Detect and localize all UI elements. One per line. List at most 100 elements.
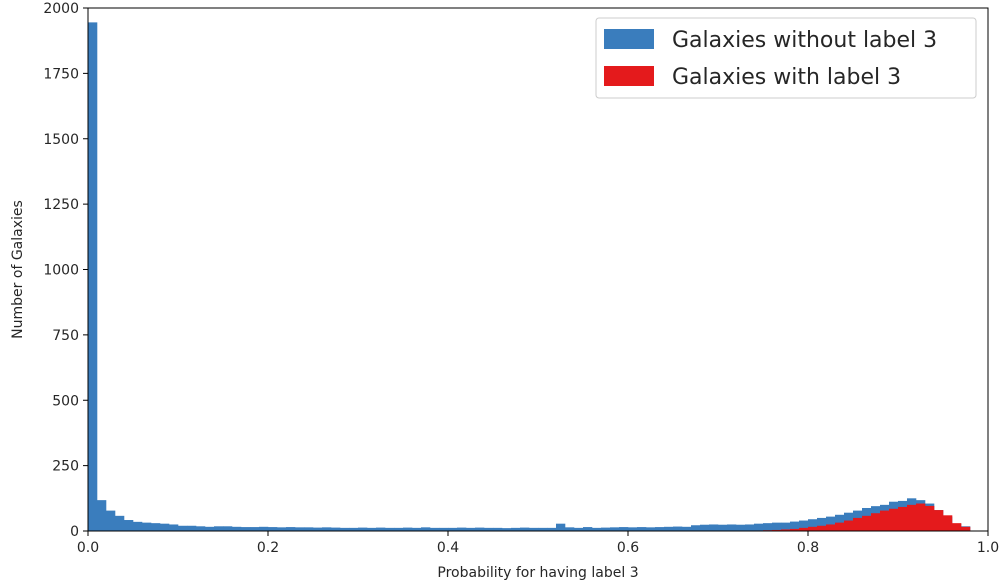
with-label-3-bar bbox=[961, 526, 971, 531]
without-label-3-bar bbox=[556, 523, 566, 531]
without-label-3-bar bbox=[754, 523, 764, 531]
without-label-3-bar bbox=[439, 527, 449, 531]
legend-swatch-without-label-3 bbox=[604, 29, 654, 49]
with-label-3-bar bbox=[772, 529, 782, 531]
x-axis-ticks: 0.0 0.2 0.4 0.6 0.8 1.0 bbox=[77, 531, 999, 556]
without-label-3-bar bbox=[115, 515, 125, 531]
without-label-3-bar bbox=[628, 527, 638, 531]
without-label-3-bar bbox=[790, 521, 800, 531]
without-label-3-bar bbox=[646, 527, 656, 531]
y-tick-label: 250 bbox=[52, 459, 79, 475]
without-label-3-bar bbox=[655, 527, 665, 531]
x-tick-label: 0.6 bbox=[617, 540, 639, 556]
without-label-3-bar bbox=[268, 527, 278, 531]
without-label-3-bar bbox=[664, 526, 674, 531]
x-tick-label: 0.0 bbox=[77, 540, 99, 556]
without-label-3-bar bbox=[394, 527, 404, 531]
without-label-3-bar bbox=[682, 526, 692, 531]
without-label-3-bar bbox=[421, 527, 431, 531]
x-tick-label: 0.8 bbox=[797, 540, 819, 556]
without-label-3-bar bbox=[691, 525, 701, 531]
without-label-3-bar bbox=[160, 523, 170, 531]
without-label-3-bar bbox=[169, 524, 179, 531]
with-label-3-bar bbox=[790, 528, 800, 531]
y-axis-ticks: 0 250 500 750 1000 1250 1500 1750 2000 bbox=[43, 1, 88, 540]
without-label-3-bar bbox=[430, 527, 440, 531]
without-label-3-bar bbox=[493, 527, 503, 531]
with-label-3-bar bbox=[817, 525, 827, 531]
without-label-3-bar bbox=[592, 527, 602, 531]
with-label-3-bar bbox=[934, 510, 944, 531]
with-label-3-bar bbox=[925, 505, 935, 531]
series-without-label-3-bars bbox=[88, 22, 971, 531]
without-label-3-bar bbox=[151, 523, 161, 531]
without-label-3-bar bbox=[367, 527, 377, 531]
y-tick-label: 750 bbox=[52, 328, 79, 344]
without-label-3-bar bbox=[565, 527, 575, 531]
with-label-3-bar bbox=[943, 515, 953, 531]
legend: Galaxies without label 3 Galaxies with l… bbox=[595, 17, 977, 99]
with-label-3-bar bbox=[907, 504, 917, 531]
without-label-3-bar bbox=[673, 526, 683, 531]
with-label-3-bar bbox=[880, 510, 890, 531]
with-label-3-bar bbox=[871, 513, 881, 531]
without-label-3-bar bbox=[376, 527, 386, 531]
without-label-3-bar bbox=[232, 526, 242, 531]
without-label-3-bar bbox=[619, 527, 629, 531]
x-axis-label: Probability for having label 3 bbox=[437, 565, 638, 581]
without-label-3-bar bbox=[727, 524, 737, 531]
without-label-3-bar bbox=[349, 527, 359, 531]
x-tick-label: 0.2 bbox=[257, 540, 279, 556]
without-label-3-bar bbox=[448, 527, 458, 531]
without-label-3-bar bbox=[214, 526, 224, 531]
legend-box bbox=[595, 17, 977, 99]
legend-swatch-with-label-3 bbox=[604, 66, 654, 86]
without-label-3-bar bbox=[142, 522, 152, 531]
x-tick-label: 1.0 bbox=[977, 540, 999, 556]
y-tick-label: 1500 bbox=[43, 132, 79, 148]
without-label-3-bar bbox=[277, 527, 287, 531]
without-label-3-bar bbox=[808, 519, 818, 531]
without-label-3-bar bbox=[826, 516, 836, 531]
with-label-3-bar bbox=[853, 517, 863, 531]
without-label-3-bar bbox=[700, 524, 710, 531]
without-label-3-bar bbox=[484, 527, 494, 531]
without-label-3-bar bbox=[250, 527, 260, 531]
without-label-3-bar bbox=[529, 527, 539, 531]
without-label-3-bar bbox=[610, 527, 620, 531]
without-label-3-bar bbox=[259, 526, 269, 531]
without-label-3-bar bbox=[385, 527, 395, 531]
y-tick-label: 0 bbox=[70, 524, 79, 540]
without-label-3-bar bbox=[745, 524, 755, 531]
without-label-3-bar bbox=[295, 527, 305, 531]
without-label-3-bar bbox=[412, 527, 422, 531]
without-label-3-bar bbox=[286, 527, 296, 531]
without-label-3-bar bbox=[322, 527, 332, 531]
without-label-3-bar bbox=[520, 527, 530, 531]
without-label-3-bar bbox=[574, 527, 584, 531]
without-label-3-bar bbox=[97, 500, 107, 531]
y-axis-label: Number of Galaxies bbox=[10, 200, 26, 339]
without-label-3-bar bbox=[196, 526, 206, 531]
without-label-3-bar bbox=[583, 527, 593, 531]
without-label-3-bar bbox=[106, 510, 116, 531]
without-label-3-bar bbox=[547, 527, 557, 531]
without-label-3-bar bbox=[772, 522, 782, 531]
with-label-3-bar bbox=[952, 523, 962, 531]
with-label-3-bar bbox=[898, 506, 908, 531]
with-label-3-bar bbox=[781, 529, 791, 531]
without-label-3-bar bbox=[205, 526, 215, 531]
without-label-3-bar bbox=[502, 528, 512, 531]
without-label-3-bar bbox=[88, 22, 98, 531]
without-label-3-bar bbox=[781, 522, 791, 531]
without-label-3-bar bbox=[457, 527, 467, 531]
without-label-3-bar bbox=[331, 527, 341, 531]
with-label-3-bar bbox=[808, 526, 818, 531]
without-label-3-bar bbox=[313, 527, 323, 531]
legend-label-without-label-3: Galaxies without label 3 bbox=[672, 28, 937, 53]
without-label-3-bar bbox=[241, 527, 251, 531]
without-label-3-bar bbox=[475, 527, 485, 531]
with-label-3-bar bbox=[916, 503, 926, 531]
without-label-3-bar bbox=[403, 527, 413, 531]
